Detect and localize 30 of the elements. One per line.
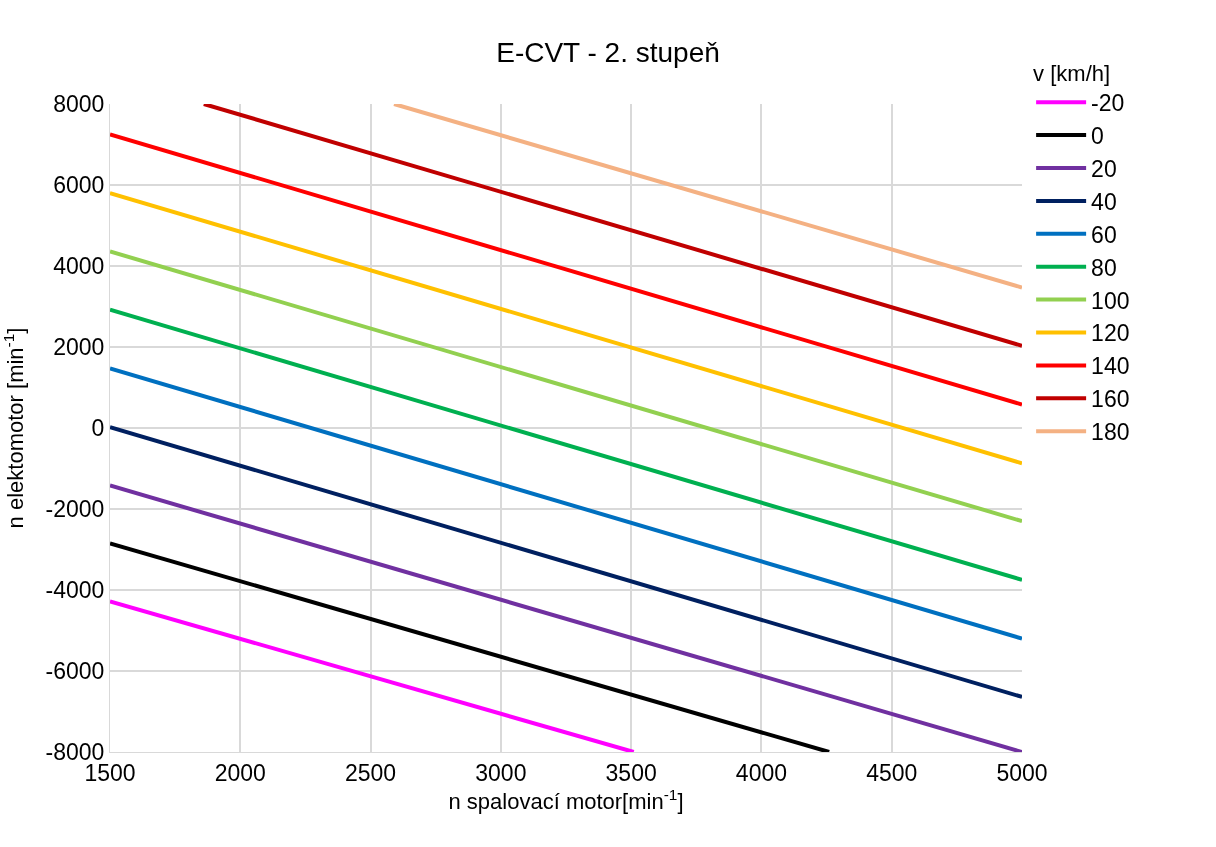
legend-label: 120 [1091, 320, 1130, 347]
legend-label: 60 [1091, 221, 1117, 248]
y-tick-label: -2000 [45, 496, 105, 523]
chart-title: E-CVT - 2. stupeň [496, 36, 720, 68]
x-tick-label: 1500 [84, 759, 136, 786]
legend-label: 80 [1091, 254, 1117, 281]
legend-label: 0 [1091, 123, 1104, 150]
x-tick-label: 2000 [214, 759, 266, 786]
legend-label: -20 [1091, 90, 1125, 117]
x-tick-label: 2500 [344, 759, 397, 786]
y-tick-label: -4000 [45, 577, 105, 604]
y-tick-label: 6000 [53, 172, 105, 199]
legend-title: v [km/h] [1033, 60, 1111, 86]
legend-label: 180 [1091, 419, 1130, 446]
x-tick-label: 4500 [866, 759, 918, 786]
legend-label: 100 [1091, 287, 1130, 314]
legend-label: 140 [1091, 353, 1130, 380]
x-tick-label: 3000 [475, 759, 527, 786]
legend-label: 40 [1091, 188, 1117, 215]
legend-label: 160 [1091, 386, 1130, 413]
y-tick-label: 0 [91, 415, 105, 442]
x-tick-label: 5000 [996, 759, 1048, 786]
x-tick-label: 4000 [735, 759, 788, 786]
y-tick-label: 8000 [53, 91, 105, 118]
y-tick-label: 2000 [53, 334, 105, 361]
legend-label: 20 [1091, 155, 1117, 182]
y-tick-label: 4000 [53, 253, 105, 280]
x-axis-title: n spalovací motor[min$^{-1}$] [448, 785, 684, 814]
y-tick-label: -6000 [45, 658, 105, 685]
x-tick-label: 3500 [605, 759, 657, 786]
